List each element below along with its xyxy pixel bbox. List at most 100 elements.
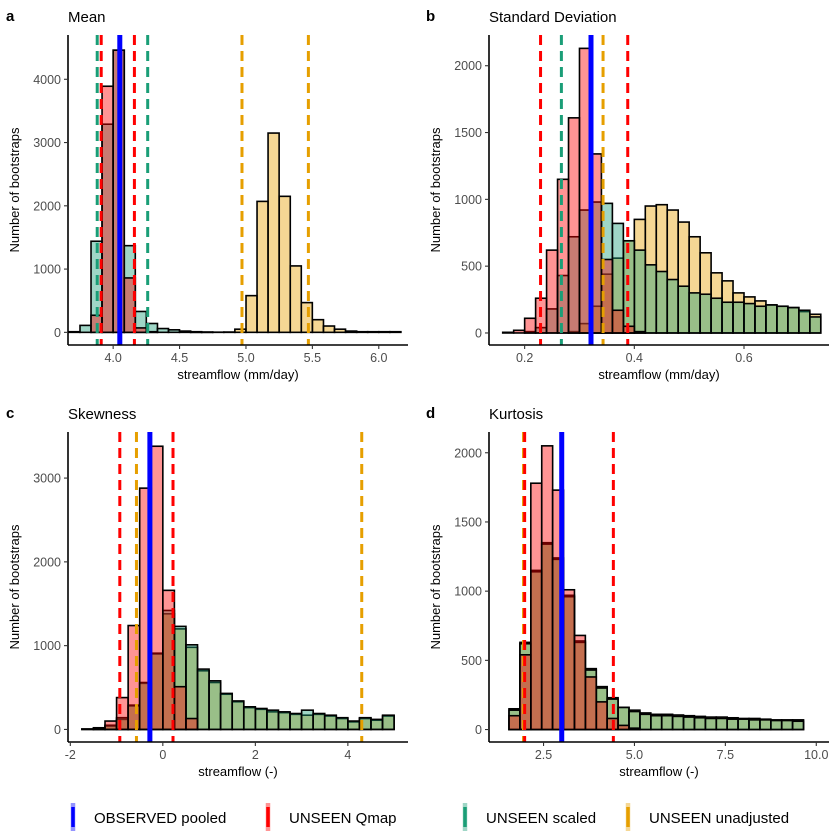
histogram-bar [189, 330, 203, 334]
panel-title: Mean [68, 9, 106, 26]
x-axis-label: streamflow (mm/day) [177, 367, 298, 382]
x-tick-label: 0 [159, 748, 166, 762]
panel-letter: b [426, 8, 435, 25]
x-tick-label: -2 [65, 748, 76, 762]
y-axis-label: Number of bootstraps [7, 127, 22, 253]
series-unseen-scaled [68, 49, 214, 334]
histogram-bar [710, 297, 723, 334]
legend-label: OBSERVED pooled [94, 810, 226, 827]
histogram-bar [104, 720, 118, 731]
y-tick-label: 2000 [454, 59, 482, 73]
histogram-bar [512, 329, 526, 334]
y-tick-label: 3000 [33, 472, 61, 486]
histogram-bar [617, 724, 630, 731]
panel-letter: c [6, 405, 14, 422]
histogram-bar [644, 264, 658, 334]
y-tick-label: 1500 [454, 126, 482, 140]
histogram-bar [545, 249, 559, 334]
histogram-bar [732, 301, 745, 334]
x-tick-label: 2.5 [535, 748, 552, 762]
histogram-bar [68, 330, 81, 334]
panel-letter: d [426, 405, 435, 422]
y-tick-label: 0 [54, 723, 61, 737]
x-axis-label: streamflow (-) [619, 764, 698, 779]
histogram-bar [79, 324, 92, 334]
histogram-bar [530, 482, 543, 731]
histogram-bar [245, 294, 258, 334]
panel-title: Kurtosis [489, 406, 543, 423]
histogram-bar [196, 668, 210, 731]
histogram-bar [787, 306, 800, 334]
histogram-bar [628, 710, 641, 731]
histogram-bar [355, 330, 369, 334]
histogram-bar [600, 258, 614, 334]
y-axis-label: Number of bootstraps [428, 524, 443, 650]
series-unseen-qmap [508, 445, 641, 731]
histogram-bar [344, 330, 358, 334]
histogram-bar [289, 712, 303, 731]
histogram-bar [765, 304, 778, 334]
histogram-bar [655, 270, 669, 334]
histogram-bar [721, 301, 734, 334]
x-tick-label: 4 [344, 748, 351, 762]
histogram-bar [562, 588, 576, 731]
histogram-bar [185, 717, 199, 731]
histogram-bar [748, 719, 761, 731]
histogram-bar [540, 445, 554, 731]
histogram-bar [347, 720, 361, 731]
histogram-bar [633, 249, 647, 334]
histogram-bar [780, 719, 794, 731]
y-tick-label: 1000 [33, 263, 61, 277]
histogram-bar [312, 712, 326, 731]
histogram-bar [595, 701, 608, 731]
x-axis-label: streamflow (-) [198, 764, 277, 779]
histogram-bar [381, 714, 395, 731]
histogram-bar [809, 316, 822, 334]
histogram-bar [256, 200, 269, 334]
panel-b: b Standard Deviation 0.2 0.4 0.6 0 500 1000 1500… [426, 8, 829, 382]
histogram-bar [754, 305, 767, 334]
panel-title: Standard Deviation [489, 9, 617, 26]
histogram-bar [266, 709, 280, 731]
histogram-bar [704, 717, 718, 731]
histogram-bar [737, 718, 750, 731]
x-tick-label: 0.2 [516, 351, 533, 365]
legend: OBSERVED pooled UNSEEN Qmap UNSEEN scaled U… [70, 803, 789, 831]
histogram-bar [628, 727, 641, 731]
x-tick-label: 6.0 [370, 351, 387, 365]
series-unseen-scaled [523, 201, 822, 334]
histogram-bar [134, 327, 148, 334]
y-axis-label: Number of bootstraps [7, 524, 22, 650]
x-tick-label: 10.0 [804, 748, 828, 762]
y-tick-label: 1000 [33, 639, 61, 653]
histogram-bar [650, 714, 663, 731]
x-tick-label: 7.5 [717, 748, 734, 762]
histogram-bar [92, 727, 106, 731]
histogram-bar [101, 85, 114, 334]
histogram-bar [300, 709, 314, 731]
y-tick-label: 1000 [454, 193, 482, 207]
y-tick-label: 1000 [454, 585, 482, 599]
histogram-bar [323, 714, 338, 731]
histogram-bar [370, 718, 384, 731]
histogram-bar [584, 676, 598, 731]
histogram-bar [573, 634, 587, 731]
histogram-bar [639, 713, 652, 731]
panel-c: c Skewness -2 0 2 4 0 1000 2000 3000 streamflow (-… [6, 405, 408, 779]
x-tick-label: 4.5 [171, 351, 188, 365]
histogram-bar [682, 716, 696, 731]
y-axis-label: Number of bootstraps [428, 127, 443, 253]
histogram-bar [378, 330, 391, 334]
y-tick-label: 2000 [454, 446, 482, 460]
panel-letter: a [6, 8, 15, 25]
histogram-bar [185, 644, 199, 731]
histogram-bar [156, 327, 170, 334]
y-tick-label: 4000 [33, 73, 61, 87]
y-tick-label: 0 [475, 723, 482, 737]
legend-label: UNSEEN scaled [486, 810, 596, 827]
histogram-bar [726, 718, 739, 731]
histogram-bar [219, 692, 234, 731]
histogram-bar [688, 292, 701, 334]
histogram-bar [501, 331, 515, 334]
